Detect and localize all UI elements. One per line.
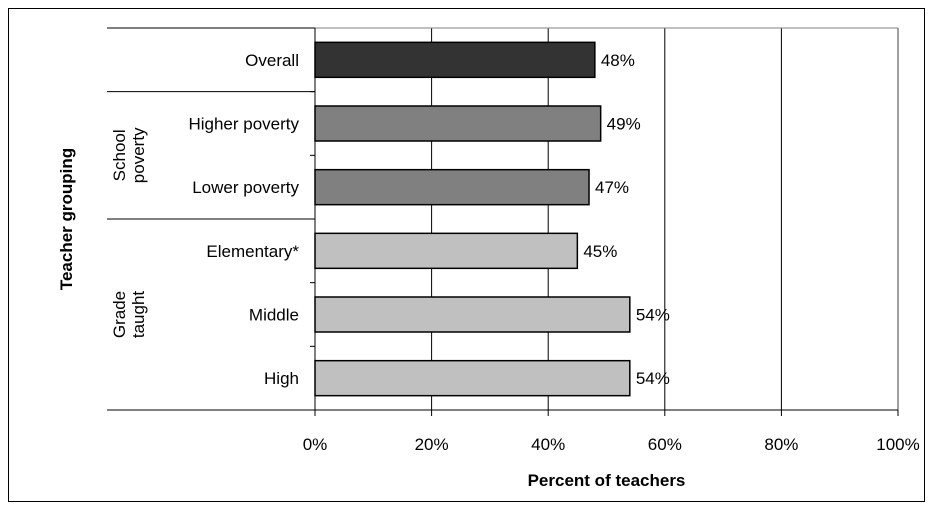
axes [107,27,899,416]
bar-value-label: 47% [595,178,629,197]
category-label: Overall [245,51,299,70]
group-label: Gradetaught [110,291,148,339]
bar [314,168,590,206]
bar [314,105,602,142]
labels: 0% 20% 40% 60% 80% 100% 48% Overall 49% Higher po… [110,51,920,454]
bar-value-label: 45% [583,242,617,261]
gridlines [431,28,899,410]
category-label: Lower poverty [192,178,299,197]
category-label: Middle [249,306,299,325]
category-label: Higher poverty [188,115,299,134]
x-tick-label: 100% [876,435,919,454]
x-tick-label: 20% [415,435,449,454]
bar-value-label: 48% [601,51,635,70]
bar-value-label: 54% [636,369,670,388]
bar-value-label: 49% [607,115,641,134]
category-label: High [264,369,299,388]
bar [314,296,631,333]
y-axis-title: Teacher grouping [57,148,76,290]
group-label: Schoolpoverty [110,127,148,183]
bar [314,232,579,270]
x-tick-label: 0% [303,435,328,454]
x-tick-label: 80% [764,435,798,454]
bar-value-label: 54% [636,306,670,325]
category-label: Elementary* [206,242,299,261]
bars [314,41,631,397]
bar [314,41,596,79]
bar [314,359,631,397]
x-tick-label: 40% [531,435,565,454]
x-axis-title: Percent of teachers [528,471,686,490]
x-tick-label: 60% [648,435,682,454]
